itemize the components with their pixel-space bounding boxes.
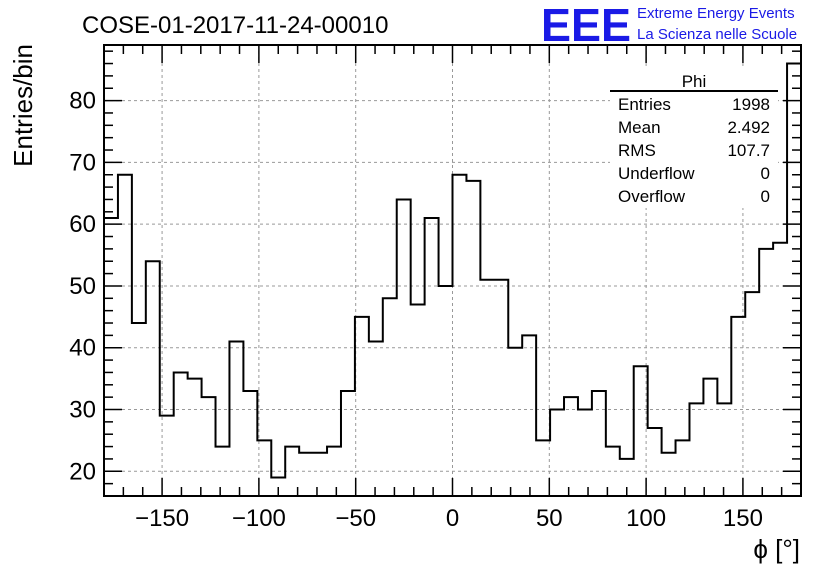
stats-label: Mean bbox=[618, 118, 661, 137]
x-tick-label: 100 bbox=[626, 505, 666, 532]
y-tick-label: 30 bbox=[69, 397, 96, 424]
stats-label: Overflow bbox=[618, 187, 686, 206]
stats-value: 107.7 bbox=[727, 141, 770, 160]
y-tick-label: 80 bbox=[69, 88, 96, 115]
y-tick-labels: 20 30 40 50 60 70 80 bbox=[69, 88, 96, 486]
logo-letters: EEE bbox=[541, 0, 631, 51]
stats-box: Phi Entries 1998 Mean 2.492 RMS 107.7 Underflo… bbox=[610, 68, 778, 208]
stats-value: 0 bbox=[761, 164, 770, 183]
x-tick-label: −150 bbox=[135, 505, 189, 532]
chart-title: COSE-01-2017-11-24-00010 bbox=[82, 12, 388, 39]
eee-logo: EEE Extreme Energy Events La Scienza nel… bbox=[541, 0, 797, 51]
stats-rows: Entries 1998 Mean 2.492 RMS 107.7 Underflow 0 Ov… bbox=[618, 95, 770, 206]
logo-line-1: Extreme Energy Events bbox=[637, 5, 795, 22]
y-axis-label: Entries/bin bbox=[8, 44, 38, 167]
x-tick-label: 0 bbox=[446, 505, 459, 532]
x-tick-label: 150 bbox=[723, 505, 763, 532]
x-tick-label: −50 bbox=[335, 505, 376, 532]
stats-label: Entries bbox=[618, 95, 671, 114]
plot-frame bbox=[103, 44, 802, 497]
x-tick-labels: −150 −100 −50 0 50 100 150 bbox=[135, 505, 763, 532]
x-tick-label: −100 bbox=[232, 505, 286, 532]
y-tick-label: 70 bbox=[69, 149, 96, 176]
y-tick-label: 60 bbox=[69, 211, 96, 238]
y-tick-label: 50 bbox=[69, 273, 96, 300]
stats-value: 0 bbox=[761, 187, 770, 206]
y-tick-label: 20 bbox=[69, 458, 96, 485]
stats-value: 2.492 bbox=[727, 118, 770, 137]
stats-title: Phi bbox=[682, 72, 707, 91]
logo-line-2: La Scienza nelle Scuole bbox=[637, 26, 797, 43]
x-axis-label: ϕ [°] bbox=[753, 534, 800, 564]
x-tick-label: 50 bbox=[536, 505, 563, 532]
stats-label: Underflow bbox=[618, 164, 695, 183]
stats-value: 1998 bbox=[732, 95, 770, 114]
stats-label: RMS bbox=[618, 141, 656, 160]
histogram-line bbox=[104, 62, 801, 479]
axis-ticks bbox=[104, 45, 801, 497]
y-tick-label: 40 bbox=[69, 335, 96, 362]
